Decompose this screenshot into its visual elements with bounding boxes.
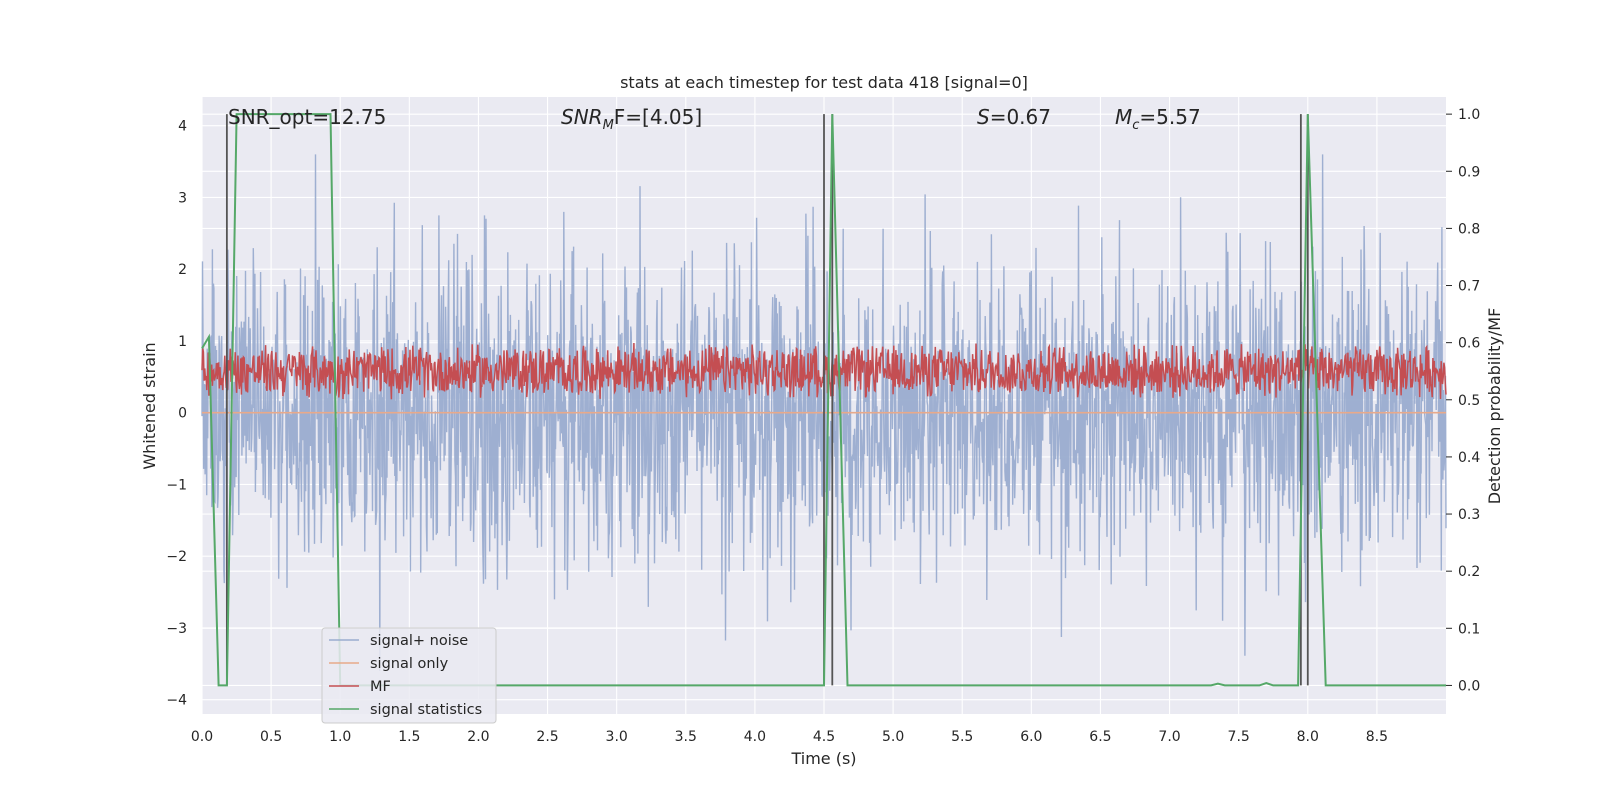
y-left-axis-label: Whitened strain: [140, 342, 159, 469]
legend-box: [321, 627, 497, 724]
signal-statistics-series: [201, 113, 1446, 687]
y-right-tick-label: 0.9: [1458, 164, 1480, 180]
x-tick-label: 2.0: [467, 729, 489, 745]
y-left-tick-labels: 4 3 2 1 0 −1 −2 −3 −4: [166, 119, 187, 709]
x-tick-label: 5.0: [882, 729, 904, 745]
signal-statistics-line: [201, 113, 1446, 687]
annotation-mc-sub: c: [1132, 118, 1139, 133]
vertical-markers: [225, 114, 1309, 686]
annotation-snr-mf-rest: F=[4.05]: [614, 105, 702, 129]
y-right-tick-label: 0.3: [1458, 507, 1480, 523]
x-tick-labels: 0.0 0.5 1.0 1.5 2.0 2.5 3.0 3.5 4.0 4.5 5.0 5.5 6.0 6…: [191, 729, 1388, 745]
y-left-tick-label: −4: [166, 693, 187, 709]
legend-label-signal-statistics: signal statistics: [370, 702, 482, 718]
y-left-tick-label: −1: [166, 477, 187, 493]
y-right-tick-label: 0.6: [1458, 336, 1480, 352]
y-right-tick-label: 1.0: [1458, 107, 1480, 123]
legend: signal+ noise signal only MF signal stat…: [321, 627, 497, 724]
x-tick-label: 1.5: [398, 729, 420, 745]
legend-label-mf: MF: [370, 679, 391, 695]
legend-label-signal-only: signal only: [370, 656, 449, 672]
annotation-mc-rest: =5.57: [1139, 105, 1200, 129]
x-tick-label: 7.0: [1158, 729, 1180, 745]
x-tick-label: 6.5: [1089, 729, 1111, 745]
x-tick-label: 0.0: [191, 729, 213, 745]
annotation-snr-mf-sub: M: [603, 118, 614, 133]
x-tick-label: 1.0: [329, 729, 351, 745]
y-right-axis-label: Detection probability/MF: [1485, 308, 1504, 505]
y-right-tick-label: 0.5: [1458, 393, 1480, 409]
y-right-tick-label: 0.0: [1458, 678, 1480, 694]
x-tick-label: 4.0: [744, 729, 766, 745]
y-right-tick-label: 0.4: [1458, 450, 1480, 466]
x-tick-label: 8.0: [1297, 729, 1319, 745]
x-tick-label: 3.0: [606, 729, 628, 745]
y-right-tick-label: 0.8: [1458, 221, 1480, 237]
y-left-tick-label: 0: [178, 406, 187, 422]
y-right-tick-labels: 1.0 0.9 0.8 0.7 0.6 0.5 0.4 0.3 0.2 0.1 0.0: [1446, 107, 1480, 694]
annotation-snr-opt: SNR_opt=12.75: [228, 105, 386, 129]
x-tick-label: 8.5: [1366, 729, 1388, 745]
y-right-tick-label: 0.7: [1458, 279, 1480, 295]
chart-title: stats at each timestep for test data 418…: [620, 73, 1028, 92]
annotation-mc: Mc=5.57: [1115, 105, 1201, 133]
annotation-snr-mf-main: SNR: [561, 105, 603, 129]
y-left-tick-label: 4: [178, 119, 187, 135]
y-left-tick-label: −2: [166, 549, 187, 565]
annotation-s-main: S: [977, 105, 990, 129]
annotation-snr-mf: SNRMF=[4.05]: [561, 105, 702, 133]
x-tick-label: 5.5: [951, 729, 973, 745]
x-tick-label: 6.0: [1020, 729, 1042, 745]
y-right-tick-label: 0.2: [1458, 564, 1480, 580]
y-left-tick-label: 2: [178, 262, 187, 278]
annotation-s: S=0.67: [977, 105, 1051, 129]
y-left-tick-label: −3: [166, 621, 187, 637]
x-tick-label: 0.5: [260, 729, 282, 745]
annotation-mc-main: M: [1115, 105, 1132, 129]
x-tick-label: 7.5: [1228, 729, 1250, 745]
y-left-tick-label: 1: [178, 334, 187, 350]
x-tick-label: 2.5: [536, 729, 558, 745]
y-right-tick-label: 0.1: [1458, 621, 1480, 637]
legend-label-signal-noise: signal+ noise: [370, 633, 468, 649]
x-tick-label: 4.5: [813, 729, 835, 745]
x-tick-label: 3.5: [675, 729, 697, 745]
annotation-s-rest: =0.67: [990, 105, 1051, 129]
y-left-tick-label: 3: [178, 190, 187, 206]
x-axis-label: Time (s): [790, 749, 856, 768]
